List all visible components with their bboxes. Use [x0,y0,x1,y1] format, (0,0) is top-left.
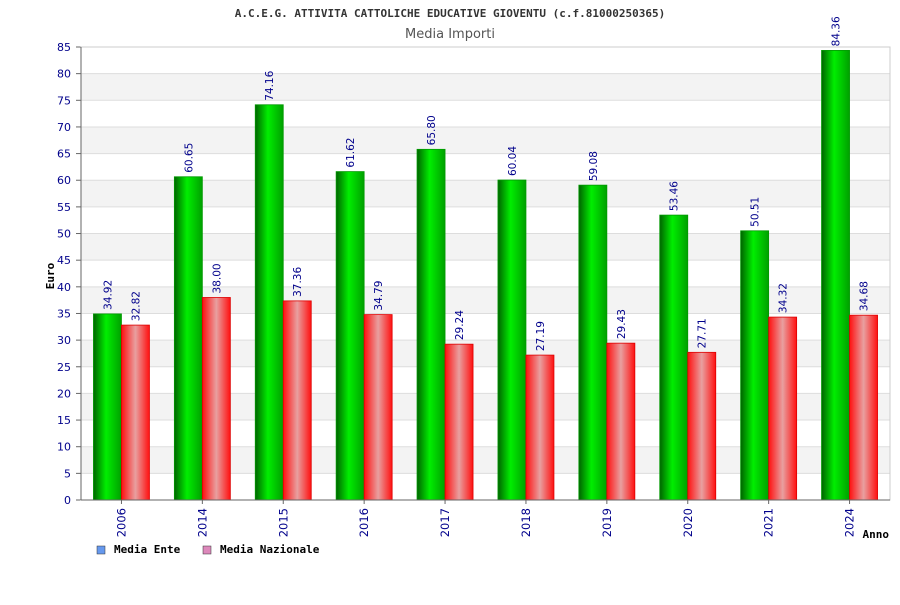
legend-swatch-media-nazionale [202,545,212,555]
bar-media-ente [416,148,446,501]
y-tick-label: 85 [57,41,71,54]
bar-media-ente [659,214,689,501]
x-tick-label: 2014 [195,508,209,537]
data-label-media-ente: 74.16 [264,70,276,100]
y-tick-label: 55 [57,201,71,214]
data-label-media-ente: 53.46 [669,181,681,211]
y-tick-label: 60 [57,174,71,187]
data-label-media-ente: 84.36 [831,16,843,46]
bar-media-ente [335,171,365,501]
x-axis-label: Anno [863,528,890,541]
data-label-media-ente: 50.51 [750,197,762,227]
data-label-media-nazionale: 32.82 [130,291,142,321]
bar-media-ente [578,184,608,501]
bar-media-nazionale [849,314,878,501]
y-tick-label: 40 [57,281,71,294]
bar-media-nazionale [363,314,393,501]
bars-group [93,50,878,501]
data-label-media-nazionale: 37.36 [292,267,304,297]
bar-media-nazionale [606,342,636,501]
x-tick-label: 2024 [843,508,857,537]
data-label-media-ente: 34.92 [102,280,114,310]
data-label-media-nazionale: 27.71 [697,318,709,348]
x-tick-label: 2019 [600,508,614,537]
x-tick-label: 2017 [438,508,452,537]
grid-band [81,73,890,101]
y-tick-label: 10 [57,441,71,454]
data-label-media-nazionale: 34.68 [859,281,871,311]
chart-title: A.C.E.G. ATTIVITA CATTOLICHE EDUCATIVE G… [235,7,665,20]
y-tick-label: 70 [57,121,71,134]
tick-labels-group: 0 5 10 15 20 25 30 35 40 45 50 55 60 65 70 75 80 85 2006 20… [57,41,857,537]
y-tick-label: 35 [57,307,71,320]
y-tick-label: 25 [57,361,71,374]
bar-media-ente [497,179,527,501]
legend: Media Ente Media Nazionale [96,543,320,556]
chart-subtitle: Media Importi [405,27,495,42]
legend-label-media-ente: Media Ente [114,543,181,556]
data-label-media-nazionale: 38.00 [211,263,223,293]
y-tick-label: 65 [57,148,71,161]
grid-band [81,126,890,154]
data-label-media-nazionale: 29.24 [454,310,466,340]
bar-media-nazionale [687,351,717,501]
bar-media-nazionale [121,324,150,501]
y-tick-label: 30 [57,334,71,347]
y-tick-label: 15 [57,414,71,427]
data-label-media-nazionale: 27.19 [535,321,547,351]
data-label-media-nazionale: 29.43 [616,309,628,339]
data-labels-group: 34.92 32.82 60.65 38.00 74.16 37.36 61.62 34.79… [102,16,870,351]
bar-media-nazionale [768,316,798,501]
y-tick-label: 50 [57,228,71,241]
legend-label-media-nazionale: Media Nazionale [220,543,320,556]
x-tick-label: 2018 [519,508,533,537]
data-label-media-ente: 61.62 [345,138,357,168]
bar-media-nazionale [282,300,312,501]
y-tick-label: 45 [57,254,71,267]
bar-media-nazionale [201,297,231,501]
y-tick-label: 5 [64,467,71,480]
data-label-media-nazionale: 34.32 [778,283,790,313]
data-label-media-ente: 60.65 [183,143,195,173]
data-label-media-ente: 60.04 [507,146,519,176]
y-tick-label: 20 [57,387,71,400]
bar-media-ente [740,230,770,501]
x-tick-label: 2016 [357,508,371,537]
x-tick-label: 2006 [114,508,128,537]
y-tick-label: 0 [64,494,71,507]
bar-media-nazionale [444,343,474,501]
bar-media-nazionale [525,354,555,501]
x-tick-label: 2020 [681,508,695,537]
bar-media-ente [173,176,203,501]
bar-media-ente [254,104,284,501]
grid-band [81,180,890,207]
bar-media-ente [821,50,850,501]
x-tick-label: 2021 [762,508,776,537]
y-tick-label: 75 [57,94,71,107]
y-tick-label: 80 [57,68,71,81]
x-tick-label: 2015 [276,508,290,537]
bar-media-ente [93,313,122,501]
data-label-media-nazionale: 34.79 [373,281,385,311]
legend-swatch-media-ente [96,545,106,555]
data-label-media-ente: 65.80 [426,115,438,145]
data-label-media-ente: 59.08 [588,151,600,181]
y-axis-label: Euro [44,262,57,289]
axes-group [76,46,891,504]
